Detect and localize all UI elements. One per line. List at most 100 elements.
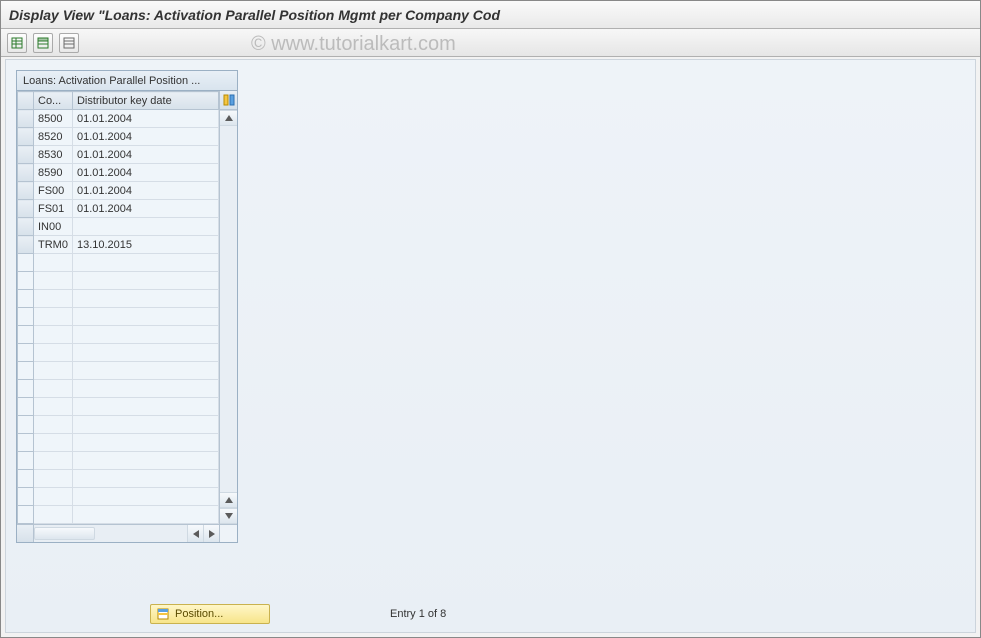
cell-company[interactable] (34, 416, 73, 434)
cell-company[interactable] (34, 452, 73, 470)
row-selector[interactable] (18, 362, 34, 380)
row-selector[interactable] (18, 164, 34, 182)
cell-company[interactable]: 8530 (34, 146, 73, 164)
cell-distributor-key-date[interactable] (72, 326, 218, 344)
col-distributor-key-date[interactable]: Distributor key date (72, 92, 218, 110)
row-selector[interactable] (18, 218, 34, 236)
scroll-down-button[interactable] (220, 508, 237, 524)
cell-distributor-key-date[interactable] (72, 308, 218, 326)
cell-distributor-key-date[interactable] (72, 218, 218, 236)
cell-distributor-key-date[interactable]: 01.01.2004 (72, 110, 218, 128)
column-settings-button[interactable] (220, 91, 237, 110)
row-selector[interactable] (18, 326, 34, 344)
toolbar-btn-2[interactable] (33, 33, 53, 53)
cell-distributor-key-date[interactable]: 01.01.2004 (72, 164, 218, 182)
row-selector[interactable] (18, 434, 34, 452)
cell-distributor-key-date[interactable] (72, 344, 218, 362)
cell-distributor-key-date[interactable]: 01.01.2004 (72, 200, 218, 218)
scroll-left-button[interactable] (187, 525, 203, 542)
table-row[interactable] (18, 452, 219, 470)
row-selector[interactable] (18, 236, 34, 254)
row-selector[interactable] (18, 308, 34, 326)
table-row[interactable] (18, 434, 219, 452)
table-row[interactable] (18, 308, 219, 326)
col-company[interactable]: Co... (34, 92, 73, 110)
cell-company[interactable] (34, 506, 73, 524)
row-selector[interactable] (18, 344, 34, 362)
cell-distributor-key-date[interactable] (72, 452, 218, 470)
cell-distributor-key-date[interactable]: 01.01.2004 (72, 146, 218, 164)
row-selector[interactable] (18, 272, 34, 290)
cell-distributor-key-date[interactable] (72, 470, 218, 488)
cell-company[interactable]: 8500 (34, 110, 73, 128)
horizontal-scrollbar[interactable] (17, 524, 237, 542)
cell-distributor-key-date[interactable] (72, 434, 218, 452)
row-selector[interactable] (18, 182, 34, 200)
toolbar-btn-3[interactable] (59, 33, 79, 53)
row-selector[interactable] (18, 416, 34, 434)
row-selector[interactable] (18, 128, 34, 146)
cell-company[interactable] (34, 434, 73, 452)
cell-distributor-key-date[interactable]: 01.01.2004 (72, 128, 218, 146)
table-row[interactable]: 850001.01.2004 (18, 110, 219, 128)
table-row[interactable] (18, 362, 219, 380)
scroll-right-button[interactable] (203, 525, 219, 542)
table-row[interactable]: IN00 (18, 218, 219, 236)
row-selector[interactable] (18, 398, 34, 416)
cell-company[interactable] (34, 488, 73, 506)
cell-company[interactable] (34, 290, 73, 308)
cell-distributor-key-date[interactable]: 13.10.2015 (72, 236, 218, 254)
cell-company[interactable] (34, 344, 73, 362)
table-row[interactable] (18, 506, 219, 524)
table-row[interactable] (18, 290, 219, 308)
cell-distributor-key-date[interactable] (72, 416, 218, 434)
cell-company[interactable] (34, 254, 73, 272)
table-row[interactable] (18, 272, 219, 290)
cell-company[interactable]: 8520 (34, 128, 73, 146)
cell-company[interactable]: FS01 (34, 200, 73, 218)
table-row[interactable] (18, 344, 219, 362)
cell-distributor-key-date[interactable] (72, 254, 218, 272)
scroll-up2-button[interactable] (220, 492, 237, 508)
toolbar-btn-1[interactable] (7, 33, 27, 53)
cell-distributor-key-date[interactable] (72, 272, 218, 290)
row-selector[interactable] (18, 110, 34, 128)
hscroll-thumb[interactable] (34, 527, 95, 540)
cell-company[interactable] (34, 362, 73, 380)
table-row[interactable]: 852001.01.2004 (18, 128, 219, 146)
row-selector[interactable] (18, 146, 34, 164)
table-row[interactable]: FS0101.01.2004 (18, 200, 219, 218)
row-selector[interactable] (18, 488, 34, 506)
hscroll-track[interactable] (34, 525, 187, 542)
cell-distributor-key-date[interactable]: 01.01.2004 (72, 182, 218, 200)
cell-distributor-key-date[interactable] (72, 362, 218, 380)
row-selector[interactable] (18, 380, 34, 398)
cell-company[interactable]: 8590 (34, 164, 73, 182)
table-row[interactable]: 853001.01.2004 (18, 146, 219, 164)
table-row[interactable] (18, 488, 219, 506)
table-row[interactable] (18, 254, 219, 272)
cell-company[interactable]: FS00 (34, 182, 73, 200)
cell-company[interactable] (34, 470, 73, 488)
cell-company[interactable]: IN00 (34, 218, 73, 236)
row-selector[interactable] (18, 200, 34, 218)
table-row[interactable] (18, 398, 219, 416)
row-selector[interactable] (18, 470, 34, 488)
col-select[interactable] (18, 92, 34, 110)
vertical-scrollbar[interactable] (219, 91, 237, 524)
vscroll-track[interactable] (220, 126, 237, 492)
table-row[interactable] (18, 326, 219, 344)
cell-company[interactable]: TRM0 (34, 236, 73, 254)
row-selector[interactable] (18, 452, 34, 470)
position-button[interactable]: Position... (150, 604, 270, 624)
cell-company[interactable] (34, 272, 73, 290)
row-selector[interactable] (18, 254, 34, 272)
table-row[interactable]: 859001.01.2004 (18, 164, 219, 182)
table-row[interactable]: FS0001.01.2004 (18, 182, 219, 200)
cell-company[interactable] (34, 398, 73, 416)
cell-distributor-key-date[interactable] (72, 380, 218, 398)
cell-distributor-key-date[interactable] (72, 488, 218, 506)
row-selector[interactable] (18, 506, 34, 524)
scroll-up-button[interactable] (220, 110, 237, 126)
cell-company[interactable] (34, 326, 73, 344)
